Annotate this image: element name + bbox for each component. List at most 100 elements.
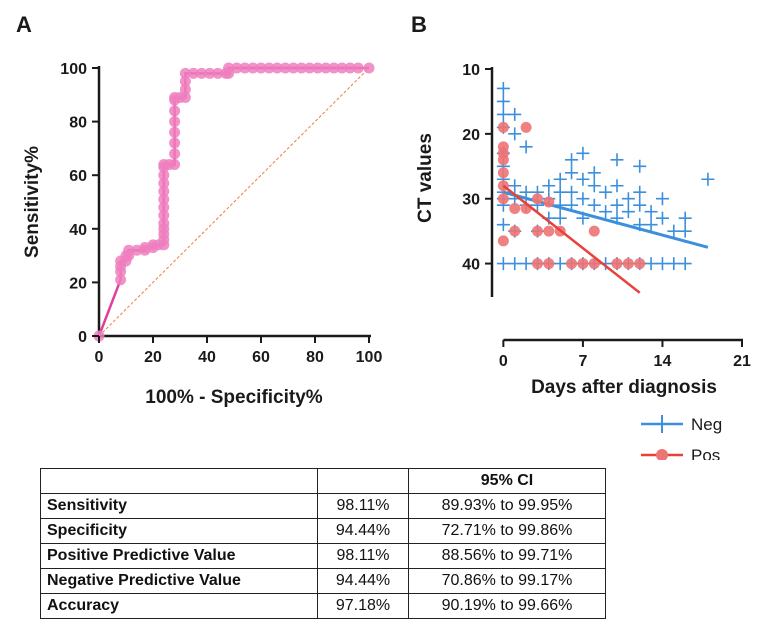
ct-pos-point [577, 258, 589, 270]
roc-point [179, 75, 191, 87]
table-row: Negative Predictive Value 94.44% 70.86% … [40, 568, 606, 594]
ct-neg-point [519, 185, 533, 199]
roc-x-tick-label: 80 [306, 349, 324, 366]
ct-pos-point [543, 225, 555, 237]
ct-neg-point [633, 185, 647, 199]
roc-point [158, 193, 170, 205]
ct-x-axis-title: Days after diagnosis [531, 377, 717, 398]
roc-point [352, 62, 364, 74]
roc-reference-line [98, 67, 370, 337]
roc-point [158, 177, 170, 189]
roc-point [204, 67, 216, 79]
roc-x-axis-title: 100% - Specificity% [145, 387, 323, 408]
ct-neg-series [496, 81, 715, 271]
ct-pos-series [497, 121, 646, 294]
roc-point [115, 274, 127, 286]
ct-neg-point [565, 153, 579, 167]
roc-point [158, 169, 170, 181]
ct-neg-point [587, 198, 601, 212]
ct-pos-point [543, 258, 555, 270]
ct-neg-point [553, 211, 567, 225]
roc-y-ticks: 0 20 40 60 80 100 [60, 61, 99, 346]
ct-neg-point [508, 257, 522, 271]
ct-neg-point [519, 140, 533, 154]
ct-neg-point [496, 94, 510, 108]
ct-x-tick-label: 7 [578, 353, 587, 370]
ct-pos-trend-line [502, 184, 641, 294]
ct-x-tick-label: 14 [654, 353, 672, 370]
ct-pos-point [531, 193, 543, 205]
legend-neg: Neg [641, 415, 722, 434]
ct-y-axis-title: CT values [415, 133, 436, 223]
ct-neg-point [496, 257, 510, 271]
roc-point [196, 67, 208, 79]
ct-neg-point [621, 192, 635, 206]
ct-neg-point [508, 179, 522, 193]
roc-point [179, 91, 191, 103]
row-metric: Accuracy [40, 593, 318, 619]
roc-chart: 0 20 40 60 80 100 0 20 40 60 80 100 100% - Specifi… [22, 61, 382, 408]
ct-y-ticks: 10 20 30 40 [462, 62, 492, 274]
ct-pos-point [497, 154, 509, 166]
ct-pos-point [497, 235, 509, 247]
roc-x-ticks: 0 20 40 60 80 100 [95, 336, 382, 366]
table-row: Specificity 94.44% 72.71% to 99.86% [40, 518, 606, 544]
ct-neg-point [587, 179, 601, 193]
roc-point [263, 62, 275, 74]
row-ci: 70.86% to 99.17% [408, 568, 606, 594]
roc-point [158, 185, 170, 197]
roc-y-tick-label: 40 [69, 222, 87, 239]
table-row: Positive Predictive Value 98.11% 88.56% … [40, 543, 606, 569]
roc-point [279, 62, 291, 74]
stats-header-row: 95% CI [40, 468, 606, 494]
ct-pos-point [497, 121, 509, 133]
ct-neg-point [553, 257, 567, 271]
table-row: Accuracy 97.18% 90.19% to 99.66% [40, 593, 606, 619]
ct-pos-point [520, 121, 532, 133]
roc-reference-diagonal [98, 67, 370, 337]
ct-neg-point [599, 205, 613, 219]
roc-point [312, 62, 324, 74]
ct-neg-point [576, 192, 590, 206]
ct-neg-point [667, 224, 681, 238]
roc-y-tick-label: 0 [78, 329, 87, 346]
roc-y-axis-title: Sensitivity% [22, 146, 43, 258]
ct-pos-point [497, 167, 509, 179]
legend-pos-marker [656, 449, 668, 460]
roc-point [223, 62, 235, 74]
ct-y-tick-label: 20 [462, 127, 480, 144]
ct-pos-point [634, 258, 646, 270]
roc-y-tick-label: 20 [69, 275, 87, 292]
ct-chart: 0 7 14 21 10 20 30 40 Days after diagnosis CT … [415, 62, 751, 398]
roc-point [296, 62, 307, 74]
ct-pos-point [531, 225, 543, 237]
roc-point [336, 62, 348, 74]
roc-point [158, 201, 170, 213]
row-value: 94.44% [317, 518, 409, 544]
ct-neg-point [644, 205, 658, 219]
ct-neg-point [599, 185, 613, 199]
ct-y-tick-label: 10 [462, 62, 480, 79]
ct-neg-point [553, 172, 567, 186]
roc-point [247, 62, 259, 74]
ct-neg-point [610, 179, 624, 193]
row-value: 94.44% [317, 568, 409, 594]
ct-x-tick-label: 21 [733, 353, 751, 370]
ct-neg-point [508, 127, 522, 141]
ct-neg-point [644, 218, 658, 232]
ct-axes [490, 67, 743, 342]
ct-pos-point [622, 258, 634, 270]
ct-pos-point [531, 258, 543, 270]
ct-neg-point [633, 198, 647, 212]
table-row: Sensitivity 98.11% 89.93% to 99.95% [40, 493, 606, 519]
roc-y-tick-label: 100 [60, 61, 87, 78]
roc-point [188, 67, 199, 79]
roc-point [169, 105, 181, 117]
roc-point [123, 244, 135, 256]
roc-point [239, 62, 251, 74]
row-value: 98.11% [317, 493, 409, 519]
roc-point [179, 83, 191, 95]
ct-y-tick-label: 30 [462, 192, 480, 209]
row-value: 97.18% [317, 593, 409, 619]
roc-point [169, 126, 181, 138]
